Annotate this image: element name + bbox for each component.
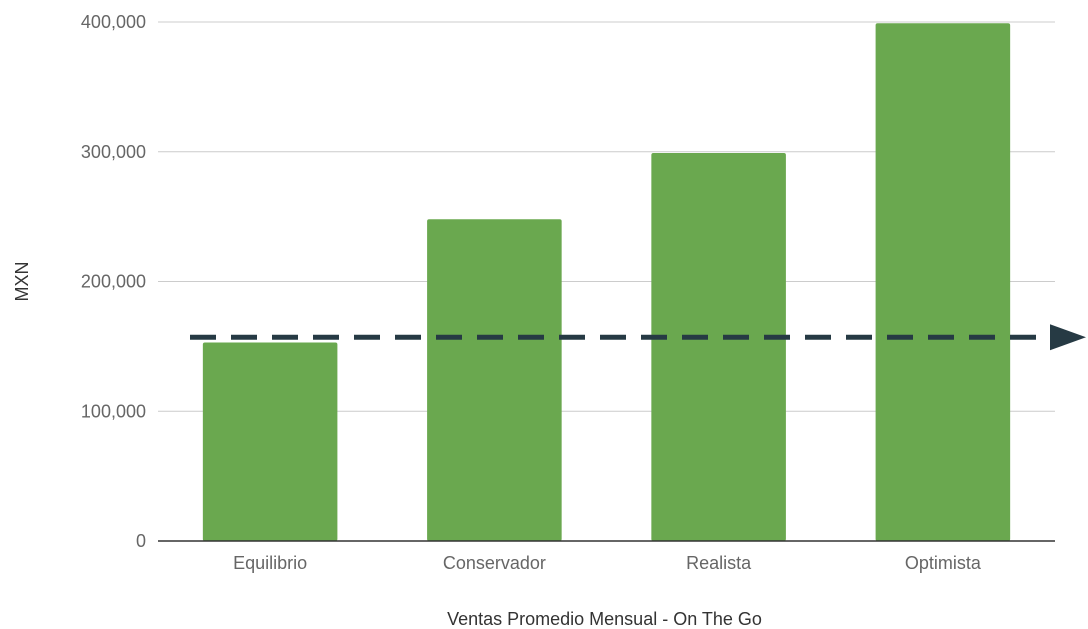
x-tick-label: Realista [686,553,752,573]
y-axis-tick-labels: 0 100,000 200,000 300,000 400,000 [81,12,146,551]
x-axis-title: Ventas Promedio Mensual - On The Go [447,609,762,629]
x-axis-tick-labels: Equilibrio Conservador Realista Optimista [233,553,982,573]
x-tick-label: Conservador [443,553,546,573]
bars [202,23,1011,542]
reference-line-group [190,324,1086,351]
bar [875,23,1011,542]
y-tick-label: 400,000 [81,12,146,32]
arrowhead-icon [1050,324,1086,351]
bar [427,219,562,541]
y-tick-label: 100,000 [81,401,146,421]
y-tick-label: 0 [136,531,146,551]
bar [651,153,786,542]
y-axis-title: MXN [12,262,32,302]
x-tick-label: Optimista [905,553,982,573]
y-tick-label: 200,000 [81,272,146,292]
y-tick-label: 300,000 [81,142,146,162]
bar [202,342,338,541]
x-tick-label: Equilibrio [233,553,307,573]
